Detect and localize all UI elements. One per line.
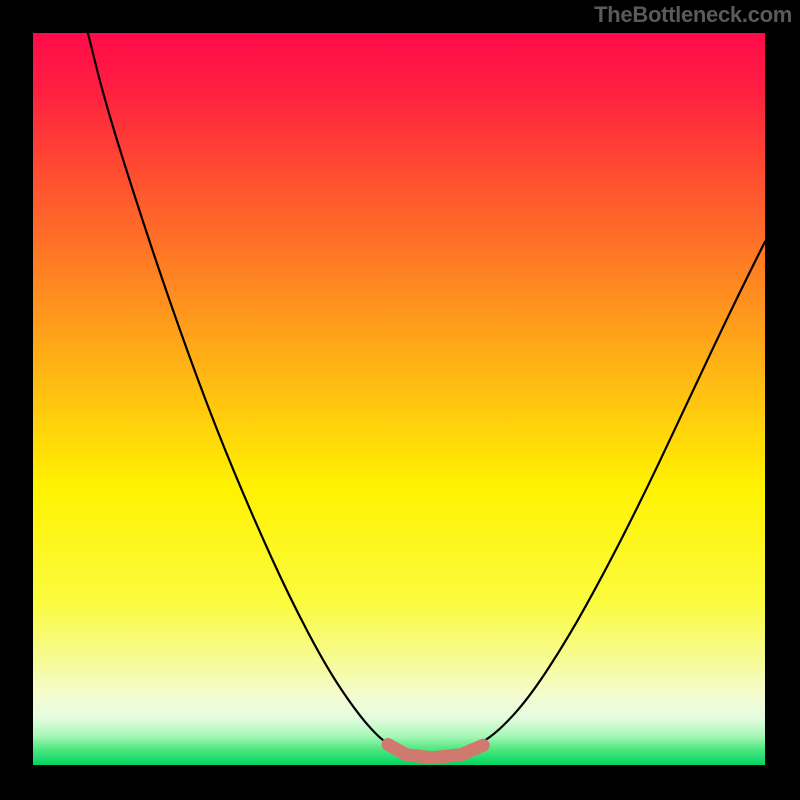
watermark-text: TheBottleneck.com — [594, 2, 792, 28]
chart-svg — [0, 0, 800, 800]
bottleneck-chart: TheBottleneck.com — [0, 0, 800, 800]
chart-plot-area — [33, 33, 765, 765]
